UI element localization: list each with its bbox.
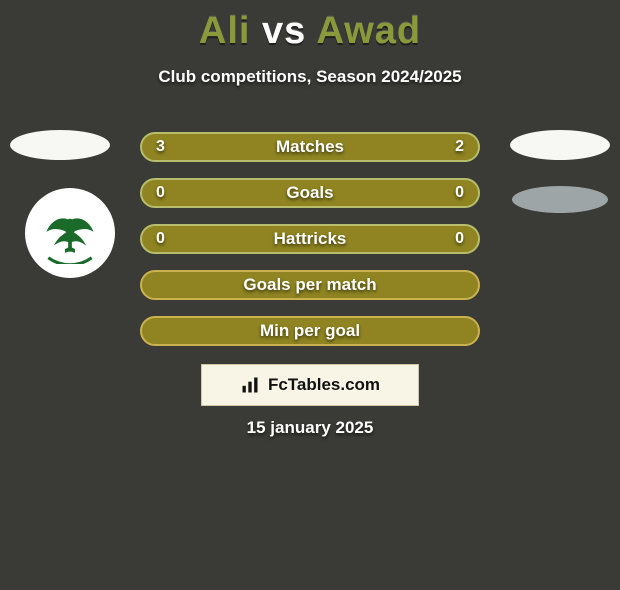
stat-bar-goals: 0 Goals 0 — [140, 178, 480, 208]
title-right: Awad — [316, 10, 421, 52]
stat-bars: 3 Matches 2 0 Goals 0 0 Hattricks 0 Goals per mat… — [140, 132, 480, 362]
stat-bar-min-per-goal: Min per goal — [140, 316, 480, 346]
title-left: Ali — [199, 10, 251, 52]
stat-left-value: 0 — [156, 230, 165, 248]
player-right-placeholder-2 — [512, 186, 608, 213]
player-left-placeholder — [10, 130, 110, 160]
stat-left-value: 0 — [156, 184, 165, 202]
stat-label: Min per goal — [260, 321, 360, 341]
stat-left-value: 3 — [156, 138, 165, 156]
attribution-badge[interactable]: FcTables.com — [201, 364, 419, 406]
team-logo — [25, 188, 115, 278]
stat-right-value: 0 — [455, 184, 464, 202]
stat-right-value: 0 — [455, 230, 464, 248]
eagle-icon — [39, 202, 101, 264]
bar-chart-icon — [240, 375, 260, 395]
title-vs: vs — [262, 10, 306, 52]
attribution-text: FcTables.com — [268, 375, 380, 395]
date-text: 15 january 2025 — [0, 418, 620, 438]
stat-bar-matches: 3 Matches 2 — [140, 132, 480, 162]
page-title: Ali vs Awad — [0, 10, 620, 53]
stat-bar-hattricks: 0 Hattricks 0 — [140, 224, 480, 254]
subtitle: Club competitions, Season 2024/2025 — [0, 67, 620, 87]
stat-label: Hattricks — [274, 229, 347, 249]
stat-label: Goals — [286, 183, 333, 203]
stat-right-value: 2 — [455, 138, 464, 156]
stat-bar-goals-per-match: Goals per match — [140, 270, 480, 300]
stat-label: Goals per match — [243, 275, 376, 295]
stat-label: Matches — [276, 137, 344, 157]
player-right-placeholder-1 — [510, 130, 610, 160]
